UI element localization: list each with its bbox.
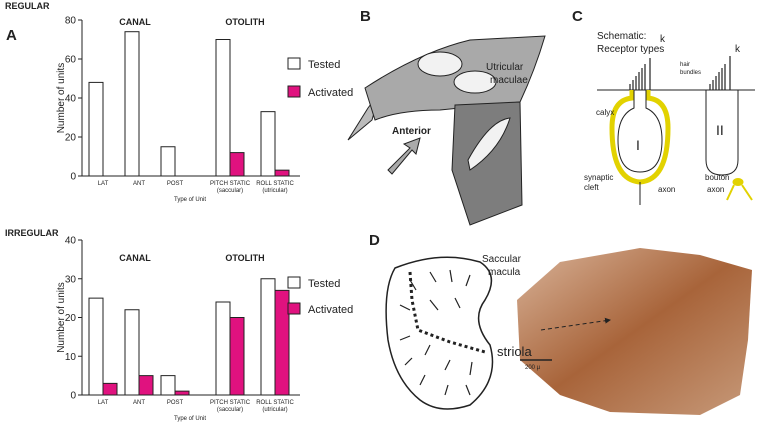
x-axis-label: Type of Unit [174,197,206,203]
label: 200 µ [525,365,541,371]
legend-swatch [287,276,301,289]
bar [124,31,140,177]
panel-d-drawing [385,248,752,415]
x-tick-label: LAT [98,400,109,406]
x-tick-label-line: (saccular) [217,407,243,413]
y-axis-label: Number of units [56,282,67,353]
x-tick-label: LAT [98,181,109,187]
y-tick-label: 0 [70,391,76,402]
x-tick-label-line: LAT [98,400,109,406]
x-tick-label-line: (utricular) [262,407,287,413]
legend-swatch [287,85,301,98]
legend-label: Tested [308,278,340,290]
bar [138,375,154,396]
x-tick-label-line: ROLL STATIC [256,400,294,406]
chart-title: IRREGULAR [5,228,59,238]
bar [229,152,245,177]
x-tick-label-line: PITCH STATIC [210,400,251,406]
y-tick-label: 10 [65,352,77,363]
x-tick-label: POST [167,181,184,187]
x-tick-label: PITCH STATIC (saccular) [210,181,251,194]
y-tick-label: 20 [65,133,77,144]
y-tick-label: 30 [65,274,77,285]
x-tick-label-line: (utricular) [262,188,287,194]
x-tick-label: ANT [133,400,145,406]
label: Utricular [486,62,524,73]
bar [260,278,276,396]
group-label: OTOLITH [225,253,264,263]
label: synaptic [584,173,613,182]
bar [160,375,176,396]
label: maculae [490,75,528,86]
group-label: OTOLITH [225,17,264,27]
x-tick-label-line: ANT [133,400,145,406]
x-tick-label: POST [167,400,184,406]
label: hair [680,62,690,68]
panel-b-drawing [347,35,546,226]
x-tick-label-line: ROLL STATIC [256,181,294,187]
x-tick-label: ANT [133,181,145,187]
label: Receptor types [597,44,664,55]
label: calyx [596,108,614,117]
label: axon [707,185,724,194]
y-axis-label: Number of units [56,63,67,134]
label: k [735,44,741,55]
bar [215,301,231,396]
group-label: CANAL [119,253,151,263]
y-tick-label: 80 [65,16,77,27]
panel-letter: A [6,27,17,44]
x-tick-label: ROLL STATIC (utricular) [256,181,294,194]
bar [274,289,290,396]
label: k [660,34,666,45]
panel-letter: C [572,8,583,25]
y-tick-label: 0 [70,172,76,183]
bar [160,146,176,177]
legend-label: Tested [308,59,340,71]
x-tick-label-line: POST [167,400,184,406]
label: Saccular [482,254,522,265]
bar [88,81,104,177]
x-tick-label: ROLL STATIC (utricular) [256,400,294,413]
panel-letter: D [369,232,380,249]
bar [215,39,231,177]
y-tick-label: 60 [65,55,77,66]
label: cleft [584,183,599,192]
label: striola [497,344,532,359]
label: macula [488,267,521,278]
label: I [636,137,640,153]
label: bundles [680,70,701,76]
x-tick-label-line: ANT [133,181,145,187]
bar [229,317,245,396]
chart-title: REGULAR [5,1,50,11]
legend-swatch [287,57,301,70]
label: axon [658,185,675,194]
panel-c-drawing [597,56,755,205]
x-tick-label-line: PITCH STATIC [210,181,251,187]
y-tick-label: 40 [65,94,77,105]
bar [260,111,276,177]
x-axis-label: Type of Unit [174,416,206,422]
x-tick-label-line: LAT [98,181,109,187]
x-tick-label-line: (saccular) [217,188,243,194]
bar [88,297,104,396]
legend-label: Activated [308,304,353,316]
label: Anterior [392,126,431,137]
y-tick-label: 40 [65,236,77,247]
bar [124,309,140,396]
bar [174,390,190,396]
legend-label: Activated [308,87,353,99]
group-label: CANAL [119,17,151,27]
label: II [716,122,724,138]
y-tick-label: 20 [65,313,77,324]
label: bouton [705,173,729,182]
x-tick-label: PITCH STATIC (saccular) [210,400,251,413]
legend-swatch [287,302,301,315]
x-tick-label-line: POST [167,181,184,187]
panel-letter: B [360,8,371,25]
bar [102,382,118,396]
label: Schematic: [597,31,646,42]
bar [274,169,290,177]
